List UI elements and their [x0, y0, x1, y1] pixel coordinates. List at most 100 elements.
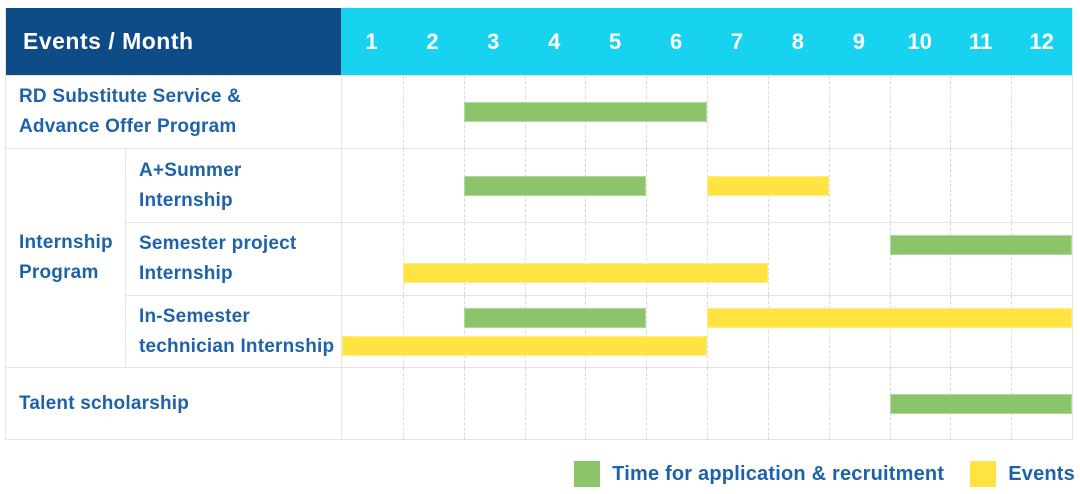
table-body: RD Substitute Service & Advance Offer Pr…: [6, 75, 1072, 440]
month-gridline: [889, 76, 891, 148]
month-gridline: [707, 368, 708, 440]
month-gridline: [707, 296, 708, 368]
table-row-a-plus-summer-internship: A+Summer Internship: [125, 149, 1072, 222]
month-header-cell: 11: [969, 28, 993, 54]
month-gridline: [828, 223, 830, 295]
gantt-bar-recruitment: [889, 235, 1072, 255]
legend-label: Time for application & recruitment: [612, 462, 945, 485]
bar-line: [342, 102, 1072, 122]
month-gridline: [1011, 223, 1013, 295]
row-label: A+Summer Internship: [139, 159, 242, 211]
bar-lines: [342, 76, 1072, 148]
month-header-cell: 6: [669, 28, 683, 54]
table-group-internship-program: Internship Program A+Summer Internship Sem…: [6, 148, 1072, 368]
month-gridline: [524, 296, 526, 368]
gantt-bar-recruitment: [463, 308, 647, 328]
row-label: Talent scholarship: [19, 393, 190, 414]
legend-item-events: Events: [970, 461, 1075, 487]
legend-swatch-recruitment: [574, 461, 601, 487]
month-gridline: [950, 296, 952, 368]
month-gridline: [828, 149, 830, 222]
month-gridline: [889, 149, 891, 222]
chart-cell-in-semester-technician-internship: [341, 296, 1072, 368]
bar-lines: [342, 223, 1072, 295]
header-title-cell: Events / Month: [6, 8, 341, 75]
month-gridline: [646, 149, 648, 222]
row-label: In-Semester technician Internship: [139, 306, 335, 357]
month-header-cell: 3: [487, 28, 500, 54]
month-gridline: [402, 368, 404, 440]
month-gridline: [950, 223, 952, 295]
month-gridline: [463, 223, 465, 295]
month-gridline: [889, 223, 891, 295]
bar-line: [342, 235, 1072, 255]
table-header-row: Events / Month 1 2 3 4 5 6 7 8 9 10 11 12: [6, 8, 1072, 75]
chart-cell-rd-substitute-service: [341, 76, 1072, 148]
month-header-cell: 12: [1029, 28, 1054, 54]
month-gridline: [585, 296, 587, 368]
month-header-cell: 1: [365, 28, 378, 54]
gantt-bar-events: [707, 308, 1072, 328]
bar-lines: [342, 149, 1072, 222]
row-label-cell-rd-substitute-service: RD Substitute Service & Advance Offer Pr…: [6, 76, 341, 148]
gantt-bar-recruitment: [889, 394, 1072, 414]
month-header-cell: 9: [852, 28, 865, 54]
month-gridline: [646, 296, 648, 368]
month-gridline: [828, 368, 830, 440]
bar-line: [342, 175, 1072, 196]
month-gridline: [646, 368, 648, 440]
month-gridline: [707, 223, 708, 295]
bar-lines: [342, 368, 1072, 440]
row-label-cell-in-semester-technician-internship: In-Semester technician Internship: [125, 296, 341, 368]
month-gridline: [402, 76, 404, 148]
gantt-bar-events: [402, 263, 768, 283]
table-row-semester-project-internship: Semester project Internship: [125, 222, 1072, 295]
row-label: Semester project Internship: [139, 233, 297, 284]
legend-swatch-events: [970, 461, 997, 487]
chart-cell-semester-project-internship: [341, 223, 1072, 295]
events-month-table: Events / Month 1 2 3 4 5 6 7 8 9 10 11 12 RD Substi…: [5, 8, 1073, 440]
group-sub-rows: A+Summer Internship Semester project Inte…: [125, 149, 1072, 368]
bar-line: [342, 308, 1072, 328]
month-gridline: [524, 223, 526, 295]
month-gridline: [402, 149, 404, 222]
month-gridline: [402, 296, 404, 368]
bar-line: [342, 394, 1072, 414]
table-row-talent-scholarship: Talent scholarship: [6, 367, 1072, 440]
header-title: Events / Month: [23, 28, 194, 54]
month-gridline: [950, 76, 952, 148]
month-gridline: [828, 296, 830, 368]
month-gridline: [767, 296, 769, 368]
month-header-cell: 2: [426, 28, 439, 54]
legend-item-recruitment: Time for application & recruitment: [574, 461, 944, 487]
bar-line: [342, 263, 1072, 283]
row-label-cell-talent-scholarship: Talent scholarship: [6, 368, 341, 440]
legend-label: Events: [1008, 462, 1075, 485]
row-label-cell-a-plus-summer-internship: A+Summer Internship: [125, 149, 341, 222]
legend: Time for application & recruitment Events: [574, 461, 1075, 487]
month-gridline: [767, 368, 769, 440]
month-gridline: [950, 149, 952, 222]
month-header-cell: 7: [730, 28, 744, 54]
table-row-in-semester-technician-internship: In-Semester technician Internship: [125, 295, 1072, 368]
bar-lines: [342, 296, 1072, 368]
gantt-bar-recruitment: [463, 102, 707, 122]
group-label-cell-internship-program: Internship Program: [6, 149, 125, 367]
row-label: RD Substitute Service & Advance Offer Pr…: [19, 86, 242, 137]
month-header-row: 1 2 3 4 5 6 7 8 9 10 11 12: [341, 8, 1072, 75]
chart-cell-talent-scholarship: [341, 368, 1072, 440]
month-gridline: [1011, 296, 1013, 368]
month-gridline: [463, 296, 465, 368]
month-gridline: [707, 76, 708, 148]
month-gridline: [402, 223, 404, 295]
month-gridline: [463, 368, 465, 440]
month-gridline: [1011, 149, 1013, 222]
month-gridline: [585, 368, 587, 440]
month-header-cell: 10: [907, 28, 932, 54]
month-gridline: [889, 296, 891, 368]
gantt-bar-recruitment: [463, 175, 647, 196]
table-row-rd-substitute-service: RD Substitute Service & Advance Offer Pr…: [6, 75, 1072, 148]
gantt-bar-events: [707, 175, 829, 196]
month-gridline: [767, 76, 769, 148]
